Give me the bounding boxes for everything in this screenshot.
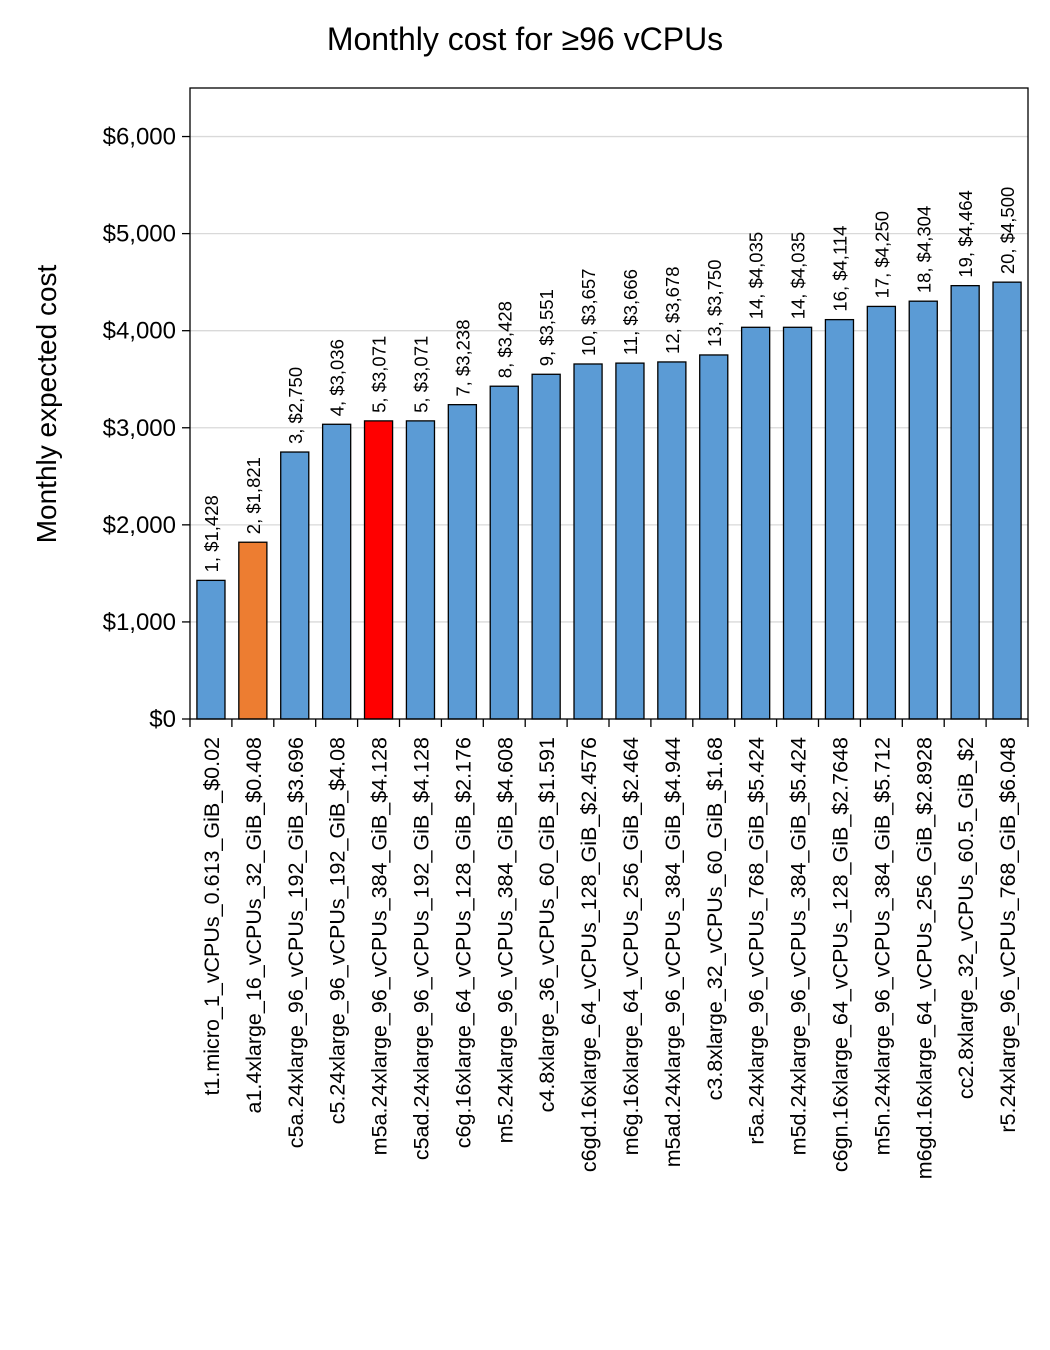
x-category-label: c5ad.24xlarge_96_vCPUs_192_GiB_$4.128: [409, 737, 433, 1160]
x-category-label: m5a.24xlarge_96_vCPUs_384_GiB_$4.128: [368, 737, 392, 1155]
bar: [321, 423, 352, 720]
y-tick-label: $2,000: [103, 512, 176, 539]
x-category-label: c6g.16xlarge_64_vCPUs_128_GiB_$2.176: [451, 737, 475, 1148]
data-label: 10, $3,657: [578, 269, 599, 356]
data-label: 9, $3,551: [536, 289, 557, 366]
data-label: 20, $4,500: [997, 187, 1018, 274]
y-tick-label: $4,000: [103, 318, 176, 345]
x-category-label: c5.24xlarge_96_vCPUs_192_GiB_$4.08: [326, 737, 350, 1124]
bar: [447, 404, 478, 720]
x-category-label: r5a.24xlarge_96_vCPUs_768_GiB_$5.424: [745, 737, 769, 1145]
data-label: 5, $3,071: [369, 336, 390, 413]
bar: [573, 363, 603, 720]
data-label: 13, $3,750: [704, 260, 725, 347]
y-axis-title: Monthly expected cost: [31, 264, 62, 543]
bar: [950, 284, 980, 720]
x-category-label: c3.8xlarge_32_vCPUs_60_GiB_$1.68: [703, 737, 727, 1100]
y-axis-ticks: $0 $1,000 $2,000 $3,000 $4,000 $5,000 $6,000: [103, 124, 190, 733]
bar: [866, 305, 897, 720]
data-label: 19, $4,464: [955, 190, 976, 277]
bar: [992, 281, 1022, 720]
data-label: 7, $3,238: [452, 320, 473, 397]
data-label: 17, $4,250: [871, 211, 892, 298]
plot-area-frame: [189, 87, 1029, 720]
data-label: 18, $4,304: [913, 206, 934, 293]
bar: [363, 420, 394, 720]
x-category-label: t1.micro_1_vCPUs_0.613_GiB_$0.02: [200, 737, 224, 1096]
x-category-label: m5n.24xlarge_96_vCPUs_384_GiB_$5.712: [870, 737, 894, 1155]
gridlines: [190, 135, 1028, 623]
data-labels: 1, $1,428 2, $1,821 3, $2,750 4, $3,036 5, $…: [201, 187, 1018, 573]
x-category-label: c6gd.16xlarge_64_vCPUs_128_GiB_$2.4576: [577, 737, 601, 1172]
data-label: 12, $3,678: [662, 266, 683, 353]
bar: [489, 385, 519, 720]
bar: [531, 373, 561, 720]
data-label: 4, $3,036: [327, 339, 348, 416]
x-category-label: m5.24xlarge_96_vCPUs_384_GiB_$4.608: [493, 737, 517, 1143]
chart-title: Monthly cost for ≥96 vCPUs: [327, 21, 723, 57]
data-label: 8, $3,428: [494, 301, 515, 378]
bar: [657, 361, 687, 720]
x-category-label: m5d.24xlarge_96_vCPUs_384_GiB_$5.424: [787, 737, 811, 1155]
data-label: 3, $2,750: [285, 367, 306, 444]
x-category-label: c4.8xlarge_36_vCPUs_60_GiB_$1.591: [535, 737, 559, 1112]
x-category-label: c6gn.16xlarge_64_vCPUs_128_GiB_$2.7648: [828, 737, 852, 1172]
data-label: 1, $1,428: [201, 495, 222, 572]
bar: [699, 354, 729, 720]
data-label: 2, $1,821: [243, 457, 264, 534]
data-label: 16, $4,114: [829, 226, 850, 312]
bar: [405, 420, 436, 720]
bar: [824, 318, 855, 720]
x-category-label: r5.24xlarge_96_vCPUs_768_GiB_$6.048: [996, 737, 1020, 1133]
data-label: 11, $3,666: [620, 269, 641, 355]
x-axis-category-labels: t1.micro_1_vCPUs_0.613_GiB_$0.02 a1.4xlar…: [189, 719, 1029, 1179]
x-category-label: m5ad.24xlarge_96_vCPUs_384_GiB_$4.944: [661, 737, 685, 1167]
data-label: 14, $4,035: [746, 232, 767, 319]
y-tick-label: $1,000: [103, 609, 176, 636]
bar: [908, 300, 938, 720]
x-category-label: m6gd.16xlarge_64_vCPUs_256_GiB_$2.8928: [912, 737, 936, 1179]
data-label: 14, $4,035: [788, 232, 809, 319]
data-label: 5, $3,071: [410, 336, 431, 413]
y-tick-label: $5,000: [103, 221, 176, 248]
y-tick-label: $3,000: [103, 415, 176, 442]
y-tick-label: $6,000: [103, 124, 176, 151]
x-category-label: c5a.24xlarge_96_vCPUs_192_GiB_$3.696: [284, 737, 308, 1148]
bars: [196, 281, 1022, 720]
bar: [740, 326, 771, 720]
x-category-label: a1.4xlarge_16_vCPUs_32_GiB_$0.408: [242, 737, 266, 1114]
bar: [238, 541, 268, 720]
bar: [280, 451, 310, 720]
bar: [782, 326, 813, 720]
y-tick-label: $0: [149, 706, 176, 733]
x-category-label: cc2.8xlarge_32_vCPUs_60.5_GiB_$2: [954, 737, 978, 1099]
bar: [615, 362, 645, 720]
bar: [196, 579, 226, 720]
x-category-label: m6g.16xlarge_64_vCPUs_256_GiB_$2.464: [619, 737, 643, 1155]
